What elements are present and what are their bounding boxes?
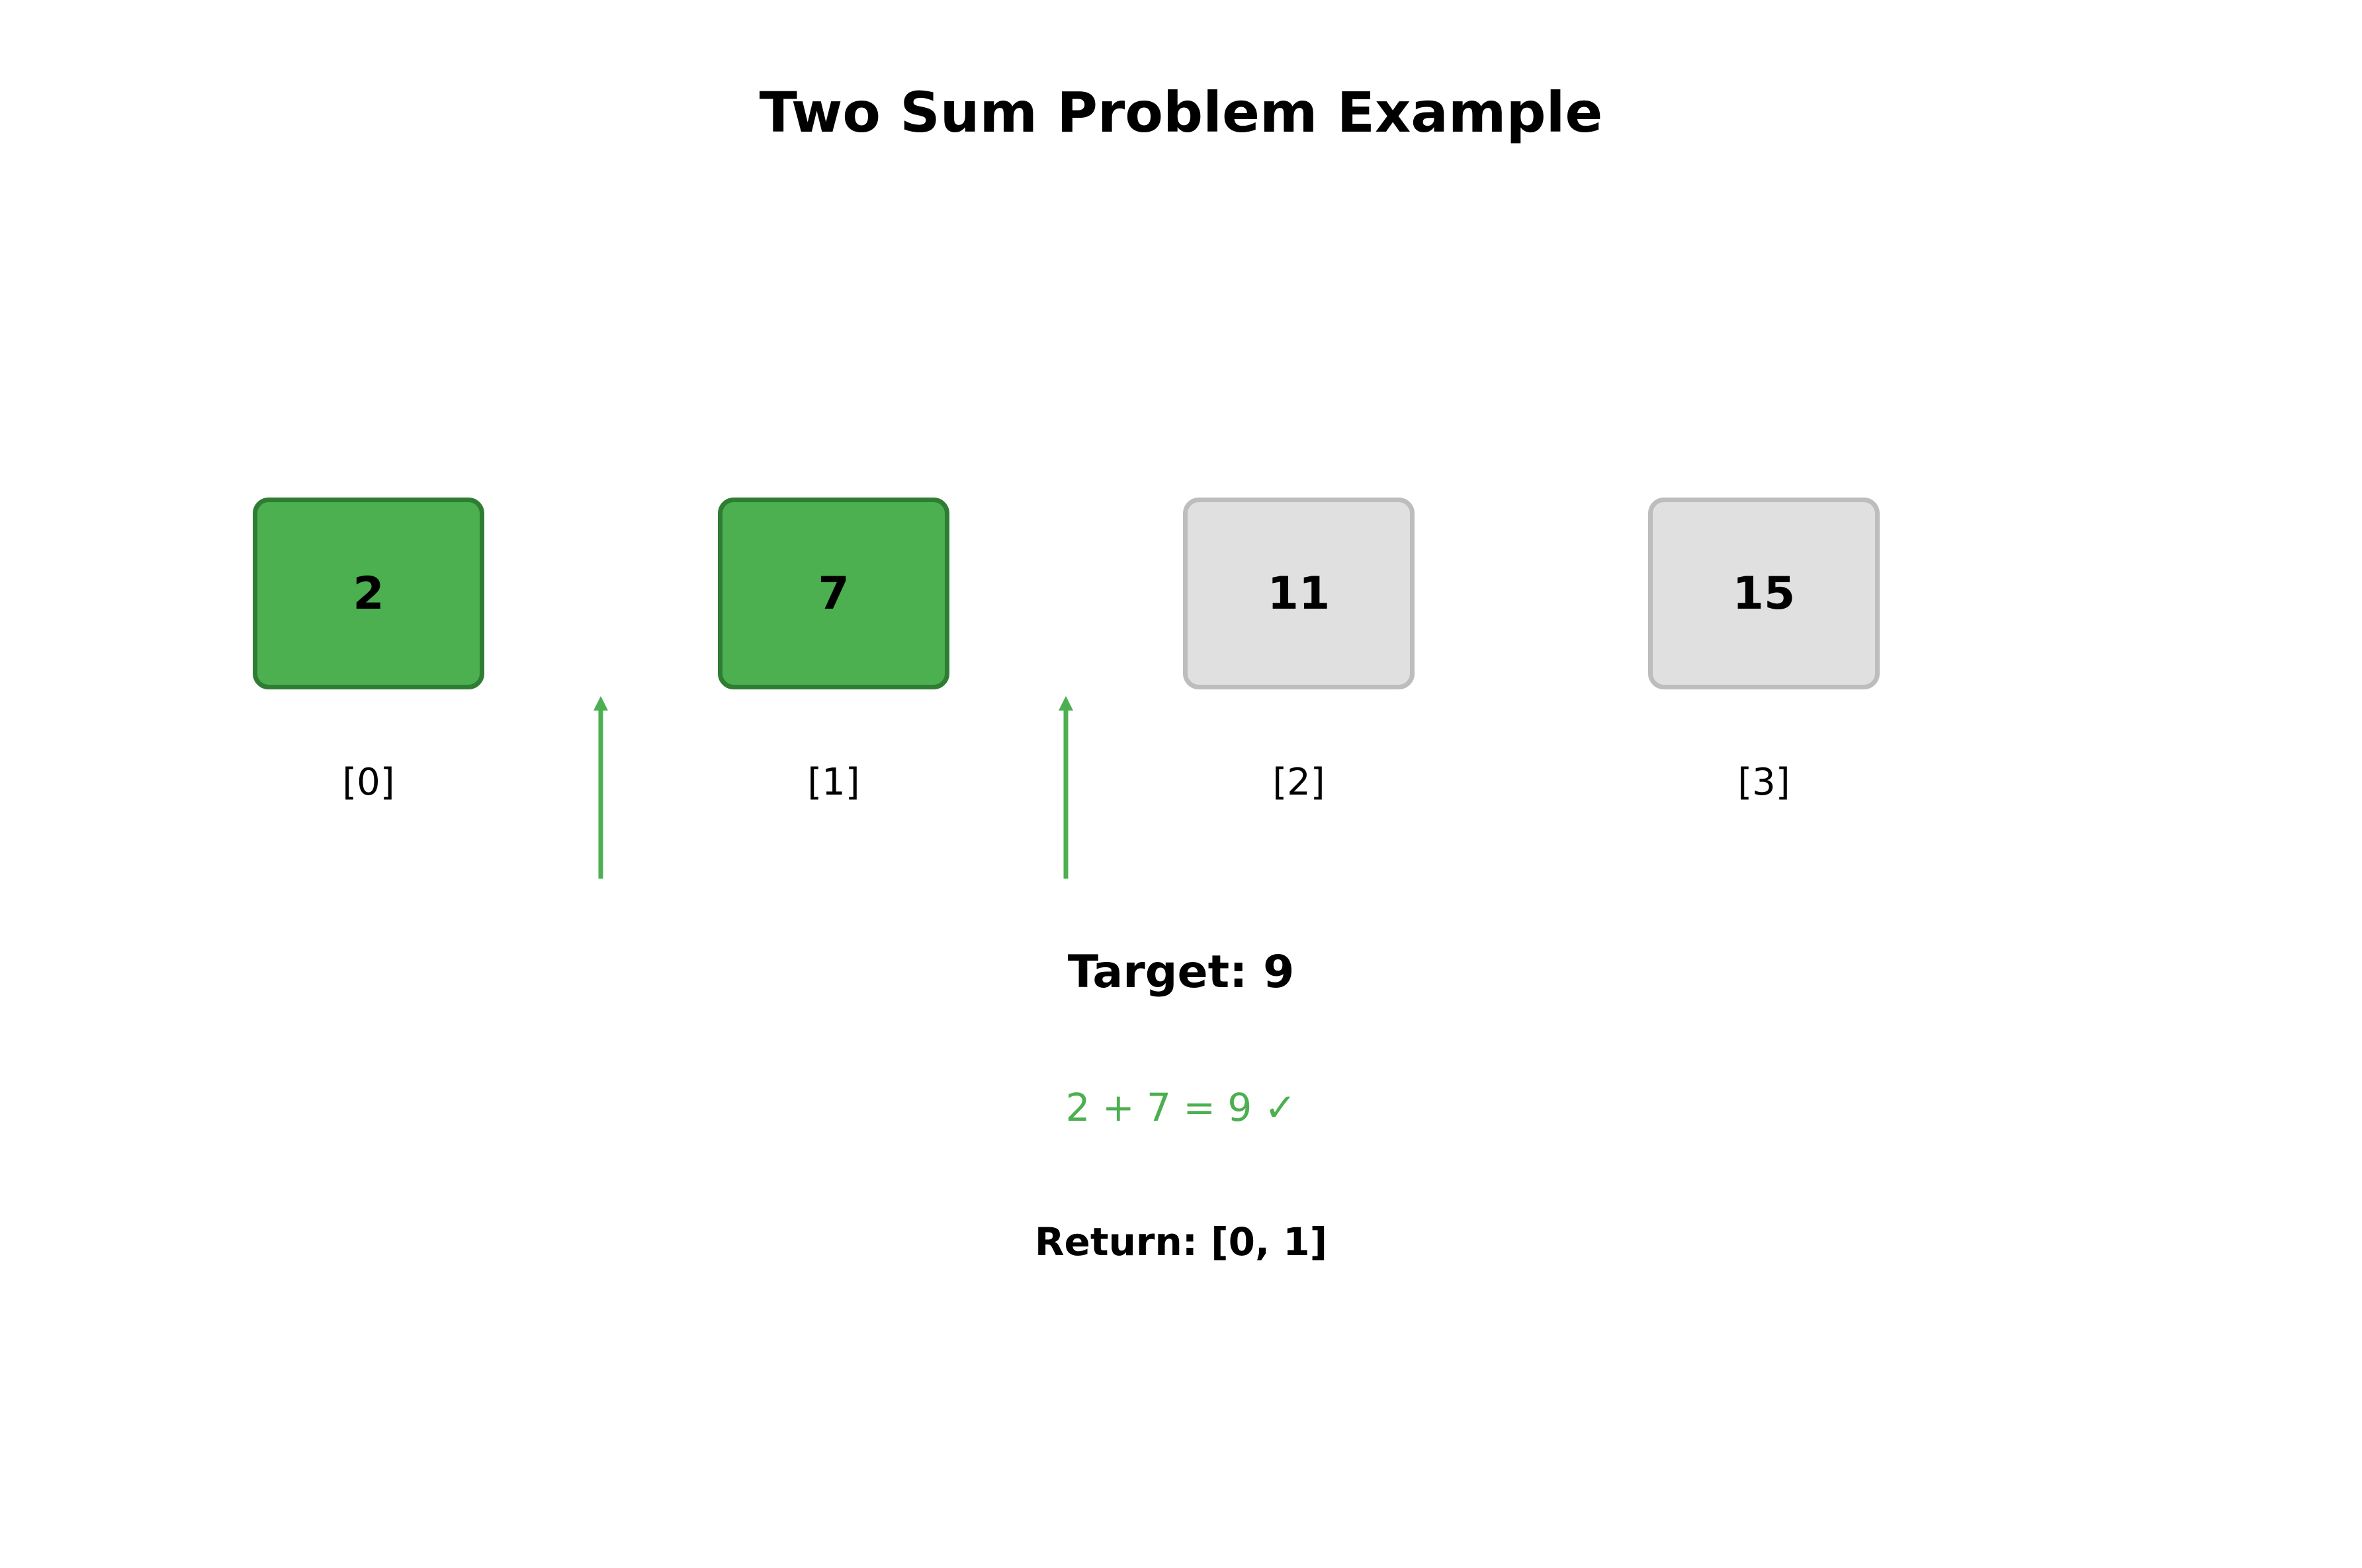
diagram-title: Two Sum Problem Example	[759, 80, 1603, 145]
array-index-label-3: [3]	[1737, 761, 1790, 804]
array-index-label-0: [0]	[342, 761, 395, 804]
array-element-3: 15	[1648, 498, 1880, 689]
array-element-value: 15	[1732, 567, 1796, 620]
sum-equation: 2 + 7 = 9 ✓	[1065, 1085, 1297, 1130]
array-element-value: 2	[353, 567, 384, 620]
target-label: Target: 9	[1067, 946, 1295, 998]
array-index-label-2: [2]	[1272, 761, 1325, 804]
pointer-arrow-icon	[1059, 696, 1073, 879]
array-element-0: 2	[253, 498, 484, 689]
array-element-value: 7	[818, 567, 850, 620]
pointer-arrow-icon	[593, 696, 608, 879]
array-element-1: 7	[718, 498, 949, 689]
array-index-label-1: [1]	[807, 761, 860, 804]
array-element-2: 11	[1183, 498, 1415, 689]
return-result: Return: [0, 1]	[1034, 1219, 1328, 1264]
array-element-value: 11	[1267, 567, 1331, 620]
